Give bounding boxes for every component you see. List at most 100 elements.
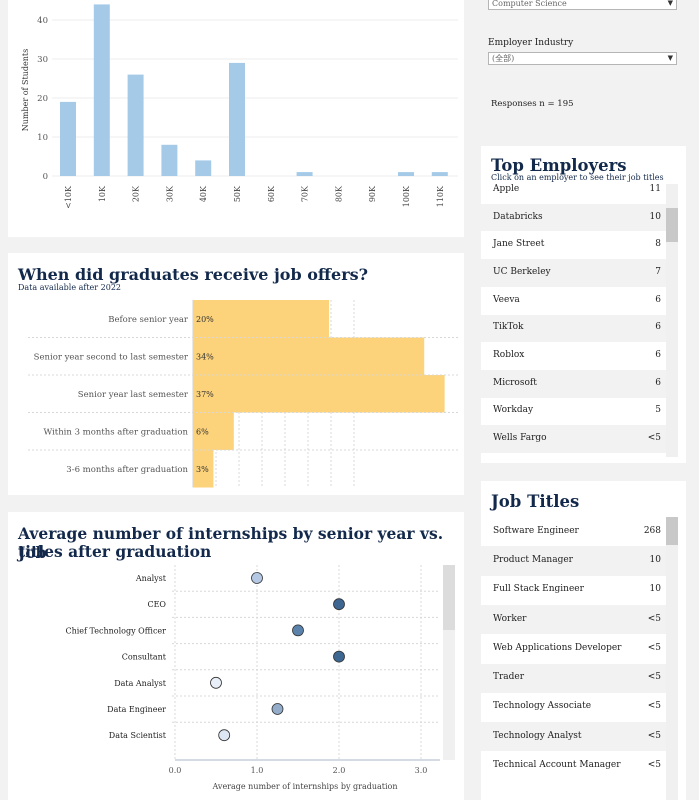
list-item-name: Veeva [493,294,520,305]
list-item[interactable]: Jane Street 8 [481,231,666,260]
list-item[interactable]: Databricks 10 [481,203,666,232]
list-item-count: <5 [647,642,661,653]
list-item[interactable]: UC Berkeley 7 [481,259,666,287]
x-tick-label: 70K [301,185,310,202]
x-tick-label: 60K [267,185,276,202]
list-item[interactable]: Full Stack Engineer 10 [481,575,666,605]
histogram-bar [127,74,144,176]
list-item-count: 8 [655,239,661,250]
list-item[interactable]: Product Manager 10 [481,546,666,576]
list-item[interactable]: Veeva 6 [481,286,666,315]
data-point [271,703,284,715]
list-item-name: Databricks [493,211,543,222]
job-title-label: Analyst [135,574,167,583]
list-item[interactable]: TikTok 6 [481,314,666,343]
job-titles-panel: Job Titles Software Engineer 268 Product M… [481,481,686,800]
chart-scroll-thumb [443,565,455,630]
data-label: 37% [196,390,214,399]
list-item-name: Technology Associate [493,701,592,712]
list-item[interactable]: Worker <5 [481,604,666,635]
category-label: Within 3 months after graduation [43,427,188,437]
category-label: Senior year second to last semester [34,352,189,362]
employers-title: Top Employers [491,156,627,175]
category-label: 3-6 months after graduation [66,465,188,475]
list-item-name: Web Applications Developer [493,642,622,653]
major-filter-value: Computer Science [492,0,567,8]
list-item[interactable]: Workday 5 [481,397,666,426]
data-point [210,676,222,689]
histogram-bar [161,144,178,176]
list-item-count: 6 [655,377,661,388]
list-item[interactable]: Software Engineer 268 [481,517,666,547]
x-tick-label: 0.0 [169,766,182,775]
list-item[interactable]: Web Applications Developer <5 [481,634,666,664]
y-tick-label: 10 [37,133,48,143]
job-titles-list[interactable]: Software Engineer 268 Product Manager 10 Ful… [481,517,666,800]
offer-bar [193,375,445,413]
data-label: 3% [196,465,209,474]
offer-bar [193,412,234,450]
x-tick-label: 3.0 [415,766,428,775]
y-tick-label: 20 [37,94,48,104]
list-item-count: 268 [643,525,661,536]
histogram-bar [195,160,212,176]
data-point [218,729,231,742]
y-axis-label: Number of Students [21,49,30,131]
list-item[interactable]: Trader <5 [481,663,666,693]
industry-filter-select[interactable]: (全部) ▼ [488,52,677,65]
list-item-count: <5 [647,730,661,741]
employers-panel: Top Employers Click on an employer to se… [481,146,686,463]
histogram-bar [431,172,448,176]
data-point [333,650,345,663]
list-item[interactable]: Technology Associate <5 [481,692,666,723]
job-titles-scrollbar[interactable] [666,517,678,800]
list-item[interactable]: Apple 11 [481,184,666,204]
list-item-name: Product Manager [493,554,573,565]
offers-subtitle: Data available after 2022 [18,283,122,292]
list-item-count: 6 [655,350,661,361]
x-tick-label: 20K [132,185,141,202]
offer-bar [193,450,214,488]
list-item-name: Wells Fargo [493,433,547,444]
list-item[interactable]: Technology Analyst <5 [481,722,666,752]
job-titles-scroll-thumb[interactable] [666,517,678,545]
major-filter-select[interactable]: Computer Science ▼ [488,0,677,10]
x-tick-label: 100K [402,185,411,207]
list-item-count: <5 [647,433,661,444]
offers-panel: When did graduates receive job offers? D… [8,253,464,495]
x-tick-label: 1.0 [251,766,264,775]
salary-histogram-panel: 0 10 20 30 40 Number of Students <10K 10K 20K 30K… [8,0,464,237]
list-item-count: <5 [647,701,661,712]
employers-scrollbar[interactable] [666,184,678,457]
list-item-count: 7 [655,266,661,277]
x-tick-label: 10K [98,185,107,202]
list-item-count: <5 [647,760,661,771]
histogram-bar [398,172,414,176]
list-item[interactable]: Roblox 6 [481,342,666,370]
job-titles-title: Job Titles [491,492,580,511]
employers-scroll-thumb[interactable] [666,208,678,242]
list-item-count: <5 [647,672,661,683]
data-point [333,598,345,611]
list-item[interactable]: Microsoft 6 [481,369,666,398]
list-item[interactable]: Technical Account Manager <5 [481,751,666,781]
list-item-name: Software Engineer [493,525,579,536]
list-item-name: Workday [493,405,534,416]
list-item-count: 10 [649,584,661,595]
list-item-name: Trader [493,672,525,683]
employers-subtitle: Click on an employer to see their job ti… [491,173,664,182]
x-tick-label: 50K [233,185,242,202]
salary-histogram: 0 10 20 30 40 Number of Students <10K 10K 20K 30K… [21,4,458,209]
y-tick-label: 40 [37,16,48,26]
list-item-count: 5 [655,405,661,416]
list-item-count: 6 [655,322,661,333]
employers-list[interactable]: Apple 11 Databricks 10 Jane Street 8 UC Berkel… [481,184,666,457]
category-label: Before senior year [108,315,189,325]
data-label: 6% [196,427,209,436]
list-item[interactable]: Wells Fargo <5 [481,425,666,453]
internships-title-line2: titles after graduation [18,542,212,561]
job-title-label: Consultant [122,653,167,662]
x-tick-label: 90K [368,185,377,202]
industry-filter-value: (全部) [492,54,515,63]
list-item-count: <5 [647,613,661,624]
